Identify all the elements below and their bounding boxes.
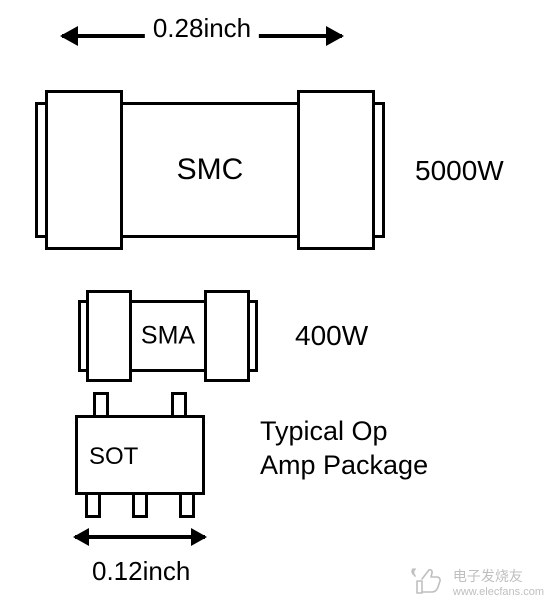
bottom-dimension-label: 0.12inch (92, 556, 190, 587)
sma-pad-left (86, 290, 132, 382)
sot-pin-bottom-1 (85, 492, 101, 518)
watermark: 电子发烧友 www.elecfans.com (411, 566, 544, 598)
sot-description: Typical Op Amp Package (260, 415, 428, 483)
thumbs-up-icon (411, 568, 447, 596)
sma-pad-right (204, 290, 250, 382)
sot-desc-line1: Typical Op (260, 415, 428, 449)
top-dimension-label: 0.28inch (145, 13, 259, 44)
smc-power-rating: 5000W (415, 155, 504, 187)
sot-pin-top-1 (93, 392, 109, 418)
sma-label: SMA (141, 322, 195, 351)
smc-package: SMC (35, 90, 385, 250)
diagram-container: 0.28inch SMC 5000W SMA 400W SOT Typical … (0, 0, 550, 604)
top-dimension-arrow: 0.28inch (62, 18, 342, 48)
sot-pin-bottom-2 (132, 492, 148, 518)
smc-label: SMC (177, 153, 244, 187)
bottom-dimension-arrow (75, 524, 205, 550)
sma-package: SMA (78, 290, 258, 382)
sot-pin-top-2 (171, 392, 187, 418)
arrow-right-icon (191, 528, 207, 546)
sma-power-rating: 400W (295, 320, 368, 352)
watermark-cn: 电子发烧友 (453, 566, 544, 586)
watermark-url: www.elecfans.com (453, 586, 544, 598)
sot-desc-line2: Amp Package (260, 449, 428, 483)
sot-label: SOT (89, 443, 138, 471)
watermark-text: 电子发烧友 www.elecfans.com (453, 566, 544, 598)
sot-pin-bottom-3 (179, 492, 195, 518)
sot-package: SOT (75, 395, 205, 515)
smc-pad-left (45, 90, 123, 250)
dimension-line (75, 535, 205, 539)
smc-pad-right (297, 90, 375, 250)
arrow-right-icon (326, 26, 344, 46)
